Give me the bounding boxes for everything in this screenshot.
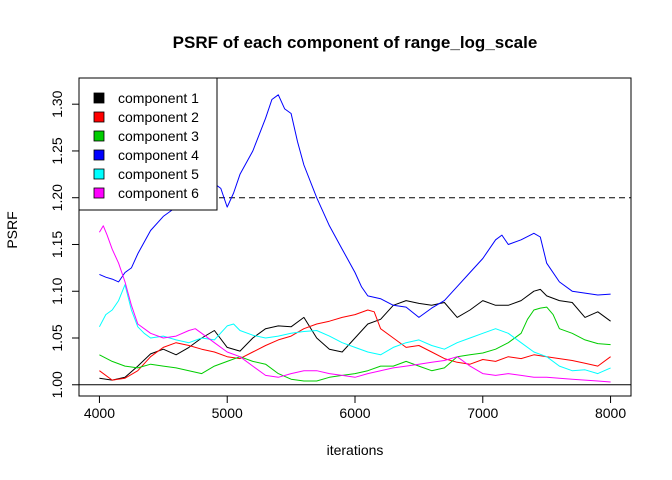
legend-swatch — [93, 130, 105, 142]
legend-swatch — [93, 92, 105, 104]
x-tick-label: 4000 — [84, 405, 115, 421]
x-tick-label: 5000 — [212, 405, 243, 421]
series-line-component-3 — [99, 306, 611, 382]
legend-entry-label: component 3 — [118, 128, 199, 144]
legend-swatch — [93, 111, 105, 123]
legend-entry-label: component 5 — [118, 166, 199, 182]
x-axis-label: iterations — [327, 442, 384, 458]
y-tick-label: 1.10 — [49, 277, 65, 304]
legend-swatch — [93, 168, 105, 180]
x-tick-label: 6000 — [339, 405, 370, 421]
chart-title: PSRF of each component of range_log_scal… — [173, 33, 538, 52]
legend-entry-label: component 6 — [118, 185, 199, 201]
series-line-component-6 — [98, 225, 611, 383]
x-tick-label: 7000 — [467, 405, 498, 421]
y-tick-label: 1.30 — [49, 90, 65, 117]
legend-entry-label: component 2 — [118, 109, 199, 125]
legend-entry-label: component 4 — [118, 147, 199, 163]
series-line-component-2 — [99, 309, 611, 381]
y-tick-label: 1.20 — [49, 184, 65, 211]
legend-swatch — [93, 149, 105, 161]
y-tick-label: 1.00 — [49, 371, 65, 398]
series-line-component-5 — [98, 284, 611, 375]
y-axis-label: PSRF — [4, 211, 20, 248]
y-tick-label: 1.25 — [49, 137, 65, 164]
series-line-component-4 — [99, 94, 611, 318]
legend-entry-label: component 1 — [118, 90, 199, 106]
x-tick-label: 8000 — [595, 405, 626, 421]
y-tick-label: 1.05 — [49, 324, 65, 351]
series-line-component-1 — [99, 288, 611, 381]
legend-swatch — [93, 187, 105, 199]
y-tick-label: 1.15 — [49, 231, 65, 258]
legend: component 1 component 2 component 3 compone… — [78, 77, 218, 211]
